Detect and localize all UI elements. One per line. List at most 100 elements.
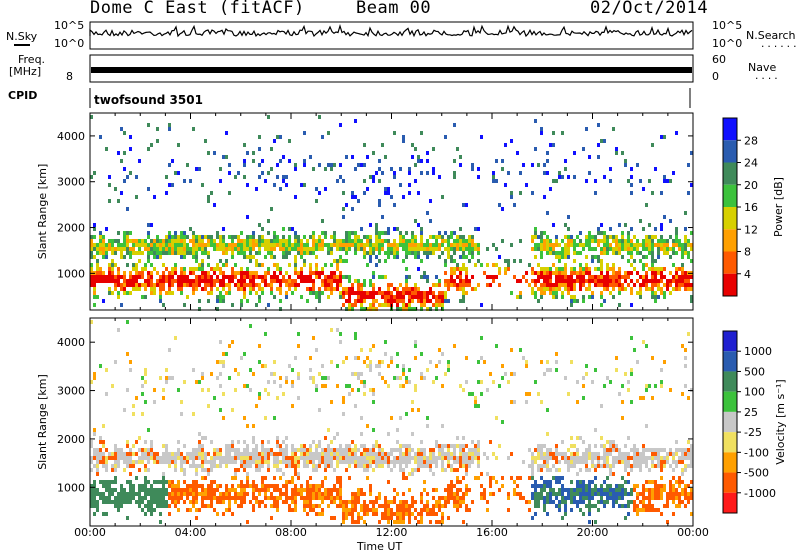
velocity-cell [675, 464, 678, 468]
power-cell [582, 283, 585, 287]
colorbar-tick-label: 12 [744, 223, 758, 236]
power-cell [630, 243, 633, 247]
velocity-cell [213, 480, 216, 484]
velocity-cell [342, 516, 345, 520]
velocity-cell [213, 396, 216, 400]
power-cell [291, 291, 294, 295]
velocity-cell [444, 452, 447, 456]
velocity-cell [297, 448, 300, 452]
velocity-cell [177, 492, 180, 496]
velocity-cell [429, 512, 432, 516]
power-cell [171, 283, 174, 287]
power-cell [531, 163, 534, 167]
power-cell [354, 167, 357, 171]
power-cell [669, 255, 672, 259]
power-cell [255, 239, 258, 243]
velocity-cell [663, 360, 666, 364]
velocity-cell [201, 372, 204, 376]
velocity-cell [150, 448, 153, 452]
velocity-cell [315, 456, 318, 460]
velocity-cell [324, 452, 327, 456]
velocity-cell [678, 484, 681, 488]
power-cell [228, 163, 231, 167]
power-cell [543, 163, 546, 167]
velocity-cell [309, 460, 312, 464]
power-cell [414, 255, 417, 259]
power-cell [144, 287, 147, 291]
velocity-cell [291, 448, 294, 452]
power-cell [333, 275, 336, 279]
power-cell [654, 299, 657, 303]
power-cell [354, 239, 357, 243]
power-cell [546, 279, 549, 283]
power-cell [540, 231, 543, 235]
power-cell [504, 143, 507, 147]
velocity-cell [636, 460, 639, 464]
velocity-cell [558, 452, 561, 456]
power-cell [312, 291, 315, 295]
velocity-cell [210, 488, 213, 492]
velocity-cell [351, 460, 354, 464]
velocity-cell [588, 452, 591, 456]
velocity-cell [126, 464, 129, 468]
velocity-cell [321, 496, 324, 500]
power-cell [132, 267, 135, 271]
velocity-cell [153, 388, 156, 392]
power-cell [672, 275, 675, 279]
velocity-cell [354, 336, 357, 340]
velocity-cell [393, 460, 396, 464]
velocity-cell [459, 500, 462, 504]
power-cell [666, 239, 669, 243]
power-cell [588, 247, 591, 251]
velocity-cell [402, 372, 405, 376]
power-cell [156, 247, 159, 251]
power-cell [294, 247, 297, 251]
velocity-cell [126, 456, 129, 460]
velocity-cell [465, 444, 468, 448]
power-cell [435, 295, 438, 299]
power-cell [423, 271, 426, 275]
power-cell [471, 239, 474, 243]
velocity-cell [252, 460, 255, 464]
power-cell [597, 279, 600, 283]
velocity-cell [600, 484, 603, 488]
power-cell [417, 255, 420, 259]
power-cell [192, 239, 195, 243]
power-cell [591, 239, 594, 243]
power-cell [624, 163, 627, 167]
velocity-cell [573, 492, 576, 496]
velocity-cell [603, 460, 606, 464]
power-cell [237, 287, 240, 291]
power-cell [252, 271, 255, 275]
power-cell [285, 291, 288, 295]
velocity-cell [276, 484, 279, 488]
power-cell [351, 191, 354, 195]
power-cell [444, 271, 447, 275]
power-cell [564, 275, 567, 279]
power-cell [384, 155, 387, 159]
power-cell [582, 299, 585, 303]
velocity-cell [285, 452, 288, 456]
power-cell [684, 283, 687, 287]
power-cell [228, 291, 231, 295]
velocity-cell [219, 456, 222, 460]
velocity-cell [672, 500, 675, 504]
power-cell [345, 307, 348, 311]
velocity-cell [594, 476, 597, 480]
power-cell [111, 243, 114, 247]
velocity-cell [630, 368, 633, 372]
velocity-cell [237, 504, 240, 508]
velocity-cell [126, 388, 129, 392]
power-cell [153, 251, 156, 255]
velocity-cell [216, 484, 219, 488]
power-cell [387, 231, 390, 235]
power-cell [237, 243, 240, 247]
power-cell [210, 283, 213, 287]
power-cell [645, 255, 648, 259]
power-cell [321, 243, 324, 247]
velocity-cell [414, 356, 417, 360]
power-cell [456, 287, 459, 291]
power-cell [324, 287, 327, 291]
velocity-cell [231, 444, 234, 448]
